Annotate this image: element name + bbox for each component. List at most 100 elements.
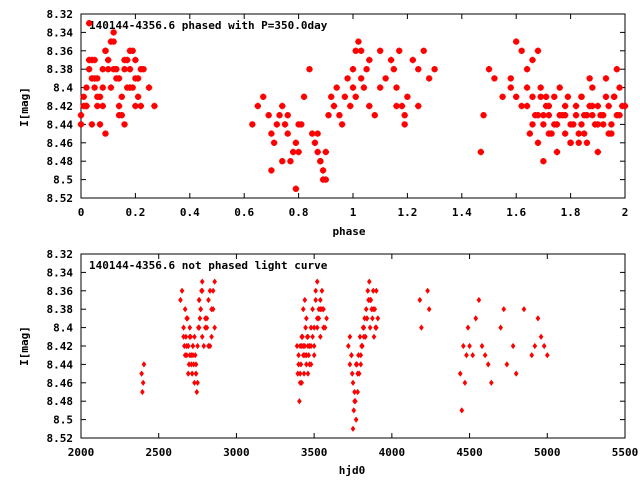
unphased-x-tick-label: 3500 <box>301 446 328 459</box>
unphased-x-tick-label: 2500 <box>145 446 172 459</box>
unphased-data-point <box>470 352 476 359</box>
phased-data-point <box>363 66 370 73</box>
phased-data-point <box>145 84 153 91</box>
phased-data-point <box>578 121 585 128</box>
phased-data-point <box>355 38 362 45</box>
phased-data-point <box>249 121 256 128</box>
phased-data-point <box>360 84 368 91</box>
phased-data-point <box>99 66 106 73</box>
phased-data-point <box>589 112 596 119</box>
phased-data-point <box>295 121 302 128</box>
phased-data-point <box>507 75 514 82</box>
phased-chart-title: 140144-4356.6 phased with P=350.0day <box>89 19 328 32</box>
phased-y-tick-label: 8.52 <box>47 192 74 205</box>
unphased-data-point <box>462 379 468 386</box>
phased-data-point <box>404 93 411 100</box>
phased-data-point <box>594 148 601 156</box>
phased-data-point <box>561 130 569 137</box>
unphased-data-point <box>189 361 194 368</box>
phased-data-point <box>382 75 389 82</box>
unphased-y-tick-label: 8.32 <box>47 248 74 261</box>
phased-x-tick-label: 0.6 <box>234 206 254 219</box>
phased-data-point <box>322 148 329 156</box>
phased-data-point <box>507 84 514 91</box>
phased-data-point <box>325 112 332 119</box>
unphased-data-point <box>181 324 186 331</box>
unphased-data-point <box>346 342 351 350</box>
unphased-data-point <box>179 287 185 294</box>
phased-data-point <box>551 93 558 100</box>
phased-data-point <box>616 84 623 91</box>
unphased-data-point <box>314 278 320 285</box>
phased-data-point <box>91 56 98 64</box>
phased-data-point <box>115 112 123 119</box>
phased-data-point <box>132 56 139 64</box>
unphased-data-point <box>210 287 216 294</box>
phased-data-point <box>357 47 365 54</box>
phased-data-point <box>597 112 604 119</box>
phased-data-point <box>88 121 96 128</box>
phased-data-point <box>401 121 408 128</box>
phased-data-point <box>578 93 585 100</box>
phased-data-point <box>583 139 591 146</box>
phased-data-point <box>529 121 536 128</box>
phased-data-point <box>393 84 400 91</box>
unphased-data-point <box>544 352 550 359</box>
phased-data-point <box>542 93 550 100</box>
phased-data-point <box>605 102 612 110</box>
unphased-data-point <box>313 296 319 304</box>
unphased-data-point <box>299 333 305 340</box>
unphased-data-point <box>206 296 211 304</box>
phased-data-point <box>333 84 340 91</box>
unphased-data-point <box>207 287 213 294</box>
phased-data-point <box>366 102 373 110</box>
unphased-data-point <box>319 287 325 294</box>
phased-data-point <box>349 66 357 73</box>
unphased-data-point <box>193 370 199 377</box>
unphased-data-point <box>308 361 314 368</box>
unphased-light-curve-panel: 140144-4356.6 not phased light curve hjd… <box>18 248 638 477</box>
phased-data-point <box>268 167 275 174</box>
unphased-data-point <box>521 306 527 313</box>
phased-data-point <box>254 102 261 110</box>
phased-data-point <box>260 93 267 100</box>
unphased-data-point <box>321 324 326 331</box>
unphased-data-point <box>304 315 309 322</box>
phased-y-tick-label: 8.46 <box>47 137 74 150</box>
phased-data-point <box>105 56 112 64</box>
unphased-data-point <box>367 324 373 331</box>
phased-data-point <box>124 56 131 64</box>
unphased-y-tick-label: 8.52 <box>47 432 74 445</box>
unphased-data-point <box>196 296 202 304</box>
phased-data-point <box>529 56 536 64</box>
phased-data-point <box>387 56 395 64</box>
unphased-data-point <box>199 287 205 294</box>
phased-data-point <box>393 102 400 110</box>
unphased-data-point <box>307 342 312 350</box>
unphased-data-point <box>187 333 193 340</box>
unphased-data-point <box>297 370 303 377</box>
phased-data-point <box>289 148 297 156</box>
phased-data-point <box>561 102 569 110</box>
unphased-y-tick-label: 8.44 <box>47 358 74 371</box>
unphased-data-point <box>187 324 193 331</box>
phased-data-point <box>94 93 101 100</box>
phased-data-point <box>347 102 354 110</box>
unphased-y-tick-label: 8.34 <box>47 266 74 279</box>
unphased-y-tick-label: 8.42 <box>47 340 74 353</box>
phased-data-point <box>529 93 536 100</box>
unphased-data-point <box>465 324 471 331</box>
phased-data-point <box>401 112 408 119</box>
unphased-data-point <box>467 342 472 350</box>
unphased-data-point <box>504 361 510 368</box>
unphased-data-point <box>187 352 193 359</box>
phased-data-point <box>83 84 90 91</box>
unphased-data-point <box>352 388 357 396</box>
unphased-data-point <box>367 296 373 304</box>
unphased-data-point <box>201 342 207 350</box>
unphased-data-point <box>139 370 144 377</box>
phased-data-point <box>545 112 553 119</box>
phased-data-point <box>390 66 397 73</box>
phased-y-tick-label: 8.4 <box>53 82 73 95</box>
unphased-y-axis-label: I[mag] <box>18 326 31 366</box>
